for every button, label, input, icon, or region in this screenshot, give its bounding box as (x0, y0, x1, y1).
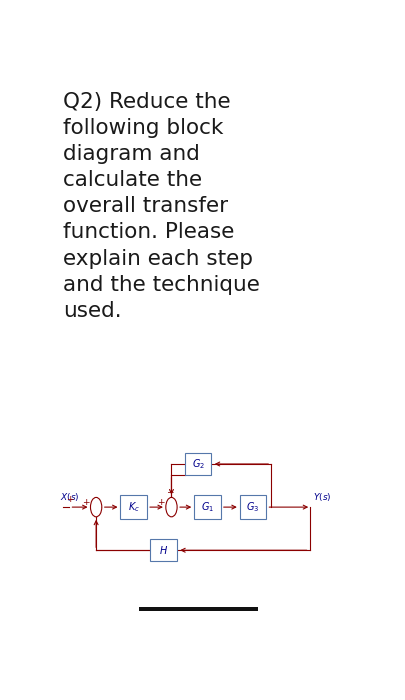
Text: $K_c$: $K_c$ (128, 500, 140, 514)
Text: −: − (166, 486, 174, 496)
FancyBboxPatch shape (120, 495, 147, 519)
Text: $G_2$: $G_2$ (192, 457, 205, 471)
FancyBboxPatch shape (194, 495, 221, 519)
Text: +: + (66, 495, 74, 504)
Text: Q2) Reduce the
following block
diagram and
calculate the
overall transfer
functi: Q2) Reduce the following block diagram a… (63, 92, 260, 321)
FancyBboxPatch shape (240, 495, 266, 519)
Text: +: + (158, 498, 165, 508)
Text: $Y(s)$: $Y(s)$ (313, 491, 331, 503)
FancyBboxPatch shape (185, 453, 211, 475)
FancyBboxPatch shape (139, 608, 258, 611)
Text: $G_3$: $G_3$ (246, 500, 260, 514)
Text: $X(s)$: $X(s)$ (60, 491, 79, 503)
Circle shape (90, 498, 102, 517)
Text: $G_1$: $G_1$ (201, 500, 214, 514)
Text: $H$: $H$ (159, 544, 168, 556)
FancyBboxPatch shape (150, 540, 177, 561)
Text: +: + (82, 498, 90, 508)
Circle shape (166, 498, 177, 517)
